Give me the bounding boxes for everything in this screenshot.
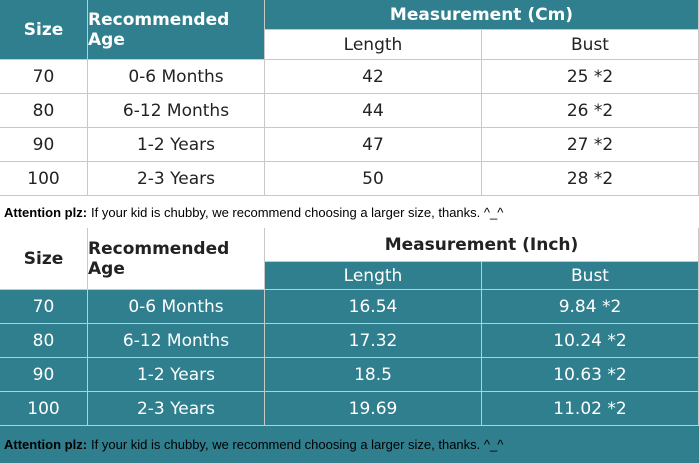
table-cell: 26 *2 [482, 94, 699, 128]
attention-note: Attention plz: If your kid is chubby, we … [0, 196, 699, 228]
length-header: Length [265, 30, 482, 60]
measurement-header: Measurement (Cm) [265, 0, 699, 30]
table-cell: 10.63 *2 [482, 358, 699, 392]
size-header: Size [0, 228, 88, 290]
length-header: Length [265, 262, 482, 290]
table-cell: 80 [0, 94, 88, 128]
measurement-header: Measurement (Inch) [265, 228, 699, 262]
bust-header: Bust [482, 262, 699, 290]
table-cell: 2-3 Years [88, 392, 265, 426]
table-cell: 50 [265, 162, 482, 196]
table-cell: 16.54 [265, 290, 482, 324]
age-header: Recommended Age [88, 0, 265, 60]
table-cell: 19.69 [265, 392, 482, 426]
table-cell: 6-12 Months [88, 94, 265, 128]
table-cell: 100 [0, 162, 88, 196]
table-cell: 0-6 Months [88, 60, 265, 94]
table-cell: 10.24 *2 [482, 324, 699, 358]
table-cell: 100 [0, 392, 88, 426]
table-cell: 42 [265, 60, 482, 94]
table-cell: 17.32 [265, 324, 482, 358]
table-cell: 70 [0, 290, 88, 324]
table-cell: 1-2 Years [88, 358, 265, 392]
table-cell: 9.84 *2 [482, 290, 699, 324]
note-text: If your kid is chubby, we recommend choo… [91, 204, 504, 220]
table-cell: 18.5 [265, 358, 482, 392]
table-cell: 44 [265, 94, 482, 128]
table-cell: 70 [0, 60, 88, 94]
table-cell: 6-12 Months [88, 324, 265, 358]
note-label: Attention plz: [4, 437, 88, 452]
note-text: If your kid is chubby, we recommend choo… [91, 437, 504, 452]
table-cell: 90 [0, 358, 88, 392]
table-cell: 1-2 Years [88, 128, 265, 162]
table-cell: 2-3 Years [88, 162, 265, 196]
table-cell: 90 [0, 128, 88, 162]
note-label: Attention plz: [4, 204, 88, 220]
bust-header: Bust [482, 30, 699, 60]
table-cell: 28 *2 [482, 162, 699, 196]
table-cell: 47 [265, 128, 482, 162]
table-cell: 11.02 *2 [482, 392, 699, 426]
attention-note: Attention plz: If your kid is chubby, we … [0, 426, 699, 463]
table-cell: 80 [0, 324, 88, 358]
table-cell: 0-6 Months [88, 290, 265, 324]
size-header: Size [0, 0, 88, 60]
table-cell: 27 *2 [482, 128, 699, 162]
age-header: Recommended Age [88, 228, 265, 290]
table-cell: 25 *2 [482, 60, 699, 94]
